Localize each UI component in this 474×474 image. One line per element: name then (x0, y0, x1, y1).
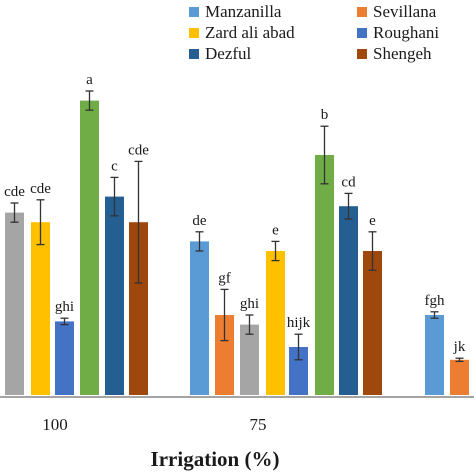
significance-letter: cde (30, 181, 51, 197)
bar (240, 324, 259, 395)
significance-letter: cde (4, 184, 25, 200)
bar (80, 100, 99, 395)
bar (105, 196, 124, 395)
legend: Manzanilla Sevillana Zard ali abad Roughani… (189, 2, 439, 63)
legend-swatch (357, 7, 367, 17)
significance-letter: a (86, 72, 93, 88)
bar (450, 359, 469, 395)
significance-letter: de (192, 213, 207, 229)
x-axis-title: Irrigation (%) (151, 447, 280, 471)
significance-letter: e (369, 213, 376, 229)
legend-swatch (357, 28, 367, 38)
significance-letter: e (272, 222, 279, 238)
legend-swatch (189, 49, 199, 59)
significance-letter: c (111, 158, 118, 174)
significance-letter: ghi (55, 299, 74, 315)
significance-letter: hijk (287, 315, 311, 331)
bar (190, 241, 209, 395)
bar (289, 347, 308, 395)
x-tick-label: 75 (250, 415, 267, 434)
bar (215, 315, 234, 395)
significance-letter: ghi (240, 296, 259, 312)
significance-letter: cde (128, 142, 149, 158)
legend-label: Dezful (205, 44, 252, 63)
bar (363, 251, 382, 395)
significance-letter: b (321, 107, 329, 123)
bar (5, 212, 24, 395)
bar (339, 206, 358, 395)
legend-swatch (189, 7, 199, 17)
legend-swatch (189, 28, 199, 38)
legend-label: Roughani (373, 23, 439, 42)
legend-label: Zard ali abad (205, 23, 295, 42)
legend-label: Manzanilla (205, 2, 282, 21)
bar (31, 222, 50, 395)
bar (425, 315, 444, 395)
x-tick-labels: 100 75 (42, 415, 266, 434)
legend-swatch (357, 49, 367, 59)
significance-letter: jk (453, 339, 466, 355)
x-tick-label: 100 (42, 415, 68, 434)
bar (55, 321, 74, 395)
legend-label: Sevillana (373, 2, 437, 21)
significance-letter: gf (218, 270, 231, 286)
bar (266, 251, 285, 395)
bar (315, 155, 334, 395)
bar (129, 222, 148, 395)
legend-label: Shengeh (373, 44, 432, 63)
significance-letter: cd (341, 174, 356, 190)
significance-letter: fgh (425, 293, 445, 309)
